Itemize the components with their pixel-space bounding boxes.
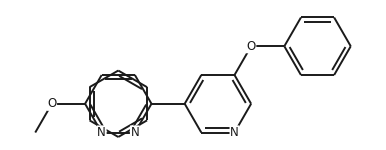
Text: N: N	[230, 126, 239, 139]
Text: N: N	[130, 126, 139, 139]
Text: O: O	[247, 40, 256, 53]
Text: O: O	[47, 97, 56, 110]
Text: N: N	[97, 126, 106, 139]
